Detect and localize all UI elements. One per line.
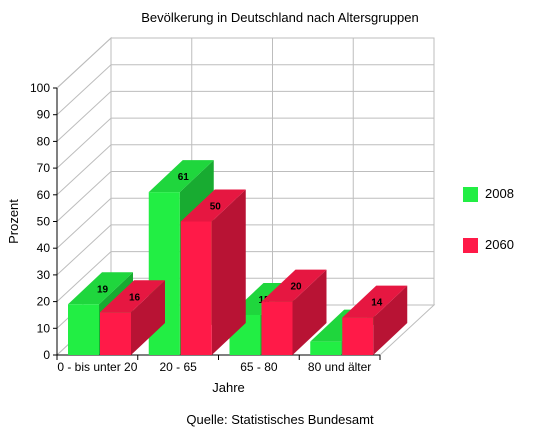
bar-value-label: 50 xyxy=(210,202,222,213)
legend-item-2008: 2008 xyxy=(463,186,553,206)
bar-front xyxy=(68,304,99,355)
bar-value-label: 14 xyxy=(371,298,383,309)
legend-label-2060: 2060 xyxy=(485,237,514,252)
legend-item-2060: 2060 xyxy=(463,237,553,257)
y-tick-label: 60 xyxy=(37,188,51,202)
bar-top xyxy=(68,272,133,305)
y-tick-label: 10 xyxy=(37,321,51,335)
bar-front xyxy=(342,317,374,355)
bar-top xyxy=(342,285,408,318)
y-tick-label: 90 xyxy=(37,108,51,122)
bar-side xyxy=(211,189,246,355)
legend-swatch-2060 xyxy=(463,238,478,253)
chart-title: Bevölkerung in Deutschland nach Altersgr… xyxy=(141,10,419,25)
bar-top xyxy=(148,160,214,193)
legend-swatch-2008 xyxy=(463,187,478,202)
gridline xyxy=(56,171,434,222)
bar-top xyxy=(261,269,327,302)
bar-front xyxy=(310,341,342,355)
legend-label-2008: 2008 xyxy=(485,186,514,201)
y-tick-label: 0 xyxy=(43,348,50,362)
y-tick-label: 40 xyxy=(37,241,51,255)
bar-value-label: 19 xyxy=(97,284,109,295)
bar-front xyxy=(180,221,212,355)
y-tick-label: 70 xyxy=(37,161,51,175)
x-tick-label: 80 und älter xyxy=(308,360,371,374)
source-note: Quelle: Statistisches Bundesamt xyxy=(186,412,374,427)
bar-value-label: 61 xyxy=(178,172,190,183)
bar-front xyxy=(261,301,293,355)
gridline xyxy=(56,144,434,196)
bar-side xyxy=(131,280,165,355)
bar-front xyxy=(100,312,131,355)
x-tick-label: 65 - 80 xyxy=(240,360,278,374)
bar-top xyxy=(180,189,246,222)
gridline xyxy=(56,197,434,249)
bar-value-label: 20 xyxy=(290,282,302,293)
y-axis-title: Prozent xyxy=(6,199,21,244)
gridline xyxy=(56,90,434,142)
bar-top xyxy=(100,280,165,313)
x-tick-label: 20 - 65 xyxy=(159,360,197,374)
x-axis-title: Jahre xyxy=(212,380,245,395)
y-tick-label: 20 xyxy=(37,295,51,309)
gridline xyxy=(56,64,434,116)
gridline xyxy=(56,224,434,276)
gridline xyxy=(56,37,434,89)
bar-value-label: 16 xyxy=(129,292,141,303)
gridline xyxy=(56,117,434,169)
gridline xyxy=(56,251,434,302)
y-tick-label: 50 xyxy=(37,215,51,229)
y-tick-label: 30 xyxy=(37,268,51,282)
bar-side xyxy=(292,269,327,355)
y-tick-label: 80 xyxy=(37,134,51,148)
x-tick-label: 0 - bis unter 20 xyxy=(57,360,137,374)
bar-side xyxy=(373,285,408,355)
y-tick-label: 100 xyxy=(30,81,50,95)
